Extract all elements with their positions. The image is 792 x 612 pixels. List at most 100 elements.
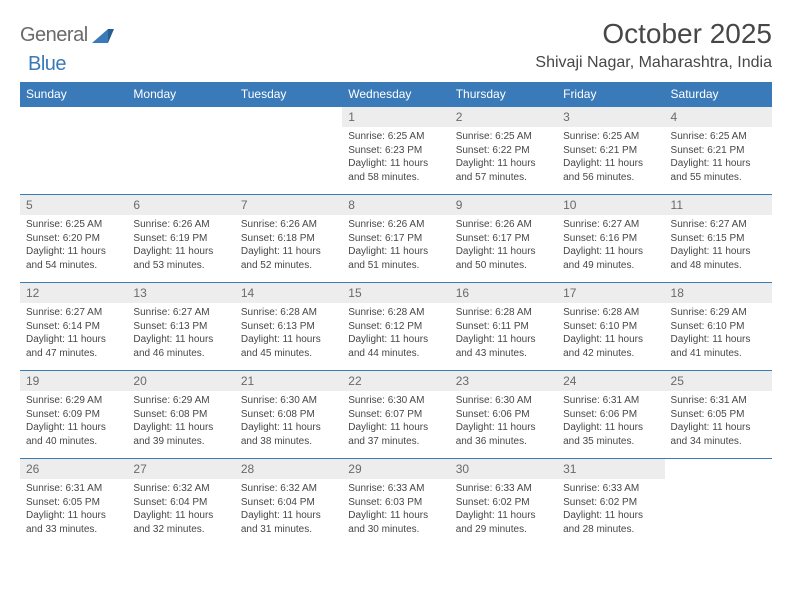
calendar-row: 26Sunrise: 6:31 AMSunset: 6:05 PMDayligh… bbox=[20, 459, 772, 547]
calendar-day-cell: 19Sunrise: 6:29 AMSunset: 6:09 PMDayligh… bbox=[20, 371, 127, 459]
day-number: 24 bbox=[557, 371, 664, 391]
day-number: 30 bbox=[450, 459, 557, 479]
day-number: 15 bbox=[342, 283, 449, 303]
day-number: 23 bbox=[450, 371, 557, 391]
calendar-day-cell: 1Sunrise: 6:25 AMSunset: 6:23 PMDaylight… bbox=[342, 107, 449, 195]
day-details: Sunrise: 6:29 AMSunset: 6:09 PMDaylight:… bbox=[20, 391, 127, 452]
day-number: 21 bbox=[235, 371, 342, 391]
calendar-day-cell: 27Sunrise: 6:32 AMSunset: 6:04 PMDayligh… bbox=[127, 459, 234, 547]
day-details: Sunrise: 6:29 AMSunset: 6:08 PMDaylight:… bbox=[127, 391, 234, 452]
calendar-day-cell: 16Sunrise: 6:28 AMSunset: 6:11 PMDayligh… bbox=[450, 283, 557, 371]
weekday-header: Sunday bbox=[20, 82, 127, 107]
day-details: Sunrise: 6:32 AMSunset: 6:04 PMDaylight:… bbox=[127, 479, 234, 540]
month-title: October 2025 bbox=[535, 18, 772, 50]
calendar-day-cell: 20Sunrise: 6:29 AMSunset: 6:08 PMDayligh… bbox=[127, 371, 234, 459]
day-details: Sunrise: 6:27 AMSunset: 6:16 PMDaylight:… bbox=[557, 215, 664, 276]
day-number: 6 bbox=[127, 195, 234, 215]
day-number: 12 bbox=[20, 283, 127, 303]
calendar-day-cell: 23Sunrise: 6:30 AMSunset: 6:06 PMDayligh… bbox=[450, 371, 557, 459]
calendar-empty-cell bbox=[665, 459, 772, 547]
weekday-header: Wednesday bbox=[342, 82, 449, 107]
calendar-day-cell: 2Sunrise: 6:25 AMSunset: 6:22 PMDaylight… bbox=[450, 107, 557, 195]
calendar-day-cell: 25Sunrise: 6:31 AMSunset: 6:05 PMDayligh… bbox=[665, 371, 772, 459]
brand-logo: General bbox=[20, 24, 118, 47]
calendar-day-cell: 28Sunrise: 6:32 AMSunset: 6:04 PMDayligh… bbox=[235, 459, 342, 547]
day-number: 8 bbox=[342, 195, 449, 215]
calendar-table: SundayMondayTuesdayWednesdayThursdayFrid… bbox=[20, 82, 772, 547]
day-details: Sunrise: 6:31 AMSunset: 6:05 PMDaylight:… bbox=[665, 391, 772, 452]
day-details: Sunrise: 6:31 AMSunset: 6:05 PMDaylight:… bbox=[20, 479, 127, 540]
calendar-day-cell: 10Sunrise: 6:27 AMSunset: 6:16 PMDayligh… bbox=[557, 195, 664, 283]
day-number: 31 bbox=[557, 459, 664, 479]
day-details: Sunrise: 6:30 AMSunset: 6:07 PMDaylight:… bbox=[342, 391, 449, 452]
day-number: 2 bbox=[450, 107, 557, 127]
weekday-header: Monday bbox=[127, 82, 234, 107]
calendar-row: 19Sunrise: 6:29 AMSunset: 6:09 PMDayligh… bbox=[20, 371, 772, 459]
day-details: Sunrise: 6:33 AMSunset: 6:02 PMDaylight:… bbox=[557, 479, 664, 540]
calendar-day-cell: 5Sunrise: 6:25 AMSunset: 6:20 PMDaylight… bbox=[20, 195, 127, 283]
brand-triangle-icon bbox=[92, 29, 114, 43]
day-details: Sunrise: 6:26 AMSunset: 6:17 PMDaylight:… bbox=[450, 215, 557, 276]
day-number: 28 bbox=[235, 459, 342, 479]
calendar-day-cell: 12Sunrise: 6:27 AMSunset: 6:14 PMDayligh… bbox=[20, 283, 127, 371]
calendar-empty-cell bbox=[235, 107, 342, 195]
day-details: Sunrise: 6:27 AMSunset: 6:14 PMDaylight:… bbox=[20, 303, 127, 364]
calendar-empty-cell bbox=[20, 107, 127, 195]
calendar-body: 1Sunrise: 6:25 AMSunset: 6:23 PMDaylight… bbox=[20, 107, 772, 547]
headings: October 2025 Shivaji Nagar, Maharashtra,… bbox=[535, 18, 772, 72]
day-details: Sunrise: 6:30 AMSunset: 6:08 PMDaylight:… bbox=[235, 391, 342, 452]
day-details: Sunrise: 6:26 AMSunset: 6:17 PMDaylight:… bbox=[342, 215, 449, 276]
day-number: 16 bbox=[450, 283, 557, 303]
calendar-day-cell: 22Sunrise: 6:30 AMSunset: 6:07 PMDayligh… bbox=[342, 371, 449, 459]
calendar-day-cell: 29Sunrise: 6:33 AMSunset: 6:03 PMDayligh… bbox=[342, 459, 449, 547]
day-number: 10 bbox=[557, 195, 664, 215]
calendar-day-cell: 3Sunrise: 6:25 AMSunset: 6:21 PMDaylight… bbox=[557, 107, 664, 195]
calendar-day-cell: 31Sunrise: 6:33 AMSunset: 6:02 PMDayligh… bbox=[557, 459, 664, 547]
day-details: Sunrise: 6:30 AMSunset: 6:06 PMDaylight:… bbox=[450, 391, 557, 452]
weekday-header: Tuesday bbox=[235, 82, 342, 107]
calendar-day-cell: 8Sunrise: 6:26 AMSunset: 6:17 PMDaylight… bbox=[342, 195, 449, 283]
day-details: Sunrise: 6:26 AMSunset: 6:18 PMDaylight:… bbox=[235, 215, 342, 276]
day-number: 27 bbox=[127, 459, 234, 479]
day-details: Sunrise: 6:25 AMSunset: 6:22 PMDaylight:… bbox=[450, 127, 557, 188]
calendar-day-cell: 21Sunrise: 6:30 AMSunset: 6:08 PMDayligh… bbox=[235, 371, 342, 459]
day-number: 1 bbox=[342, 107, 449, 127]
calendar-day-cell: 30Sunrise: 6:33 AMSunset: 6:02 PMDayligh… bbox=[450, 459, 557, 547]
day-details: Sunrise: 6:28 AMSunset: 6:12 PMDaylight:… bbox=[342, 303, 449, 364]
weekday-header: Thursday bbox=[450, 82, 557, 107]
day-details: Sunrise: 6:33 AMSunset: 6:03 PMDaylight:… bbox=[342, 479, 449, 540]
brand-text-general: General bbox=[20, 24, 88, 47]
weekday-header: Friday bbox=[557, 82, 664, 107]
calendar-page: General October 2025 Shivaji Nagar, Maha… bbox=[0, 0, 792, 547]
calendar-day-cell: 15Sunrise: 6:28 AMSunset: 6:12 PMDayligh… bbox=[342, 283, 449, 371]
calendar-day-cell: 11Sunrise: 6:27 AMSunset: 6:15 PMDayligh… bbox=[665, 195, 772, 283]
calendar-day-cell: 4Sunrise: 6:25 AMSunset: 6:21 PMDaylight… bbox=[665, 107, 772, 195]
day-details: Sunrise: 6:27 AMSunset: 6:15 PMDaylight:… bbox=[665, 215, 772, 276]
day-number: 18 bbox=[665, 283, 772, 303]
day-number: 17 bbox=[557, 283, 664, 303]
day-number: 26 bbox=[20, 459, 127, 479]
day-details: Sunrise: 6:28 AMSunset: 6:11 PMDaylight:… bbox=[450, 303, 557, 364]
weekday-header-row: SundayMondayTuesdayWednesdayThursdayFrid… bbox=[20, 82, 772, 107]
day-number: 7 bbox=[235, 195, 342, 215]
day-details: Sunrise: 6:32 AMSunset: 6:04 PMDaylight:… bbox=[235, 479, 342, 540]
calendar-day-cell: 17Sunrise: 6:28 AMSunset: 6:10 PMDayligh… bbox=[557, 283, 664, 371]
day-details: Sunrise: 6:28 AMSunset: 6:13 PMDaylight:… bbox=[235, 303, 342, 364]
day-details: Sunrise: 6:33 AMSunset: 6:02 PMDaylight:… bbox=[450, 479, 557, 540]
calendar-day-cell: 18Sunrise: 6:29 AMSunset: 6:10 PMDayligh… bbox=[665, 283, 772, 371]
day-details: Sunrise: 6:28 AMSunset: 6:10 PMDaylight:… bbox=[557, 303, 664, 364]
calendar-empty-cell bbox=[127, 107, 234, 195]
day-number: 11 bbox=[665, 195, 772, 215]
calendar-day-cell: 24Sunrise: 6:31 AMSunset: 6:06 PMDayligh… bbox=[557, 371, 664, 459]
calendar-day-cell: 14Sunrise: 6:28 AMSunset: 6:13 PMDayligh… bbox=[235, 283, 342, 371]
day-details: Sunrise: 6:25 AMSunset: 6:21 PMDaylight:… bbox=[557, 127, 664, 188]
brand-text-blue: Blue bbox=[28, 53, 66, 75]
day-number: 29 bbox=[342, 459, 449, 479]
day-number: 20 bbox=[127, 371, 234, 391]
calendar-day-cell: 7Sunrise: 6:26 AMSunset: 6:18 PMDaylight… bbox=[235, 195, 342, 283]
calendar-day-cell: 6Sunrise: 6:26 AMSunset: 6:19 PMDaylight… bbox=[127, 195, 234, 283]
day-number: 3 bbox=[557, 107, 664, 127]
calendar-row: 1Sunrise: 6:25 AMSunset: 6:23 PMDaylight… bbox=[20, 107, 772, 195]
day-number: 5 bbox=[20, 195, 127, 215]
day-number: 9 bbox=[450, 195, 557, 215]
